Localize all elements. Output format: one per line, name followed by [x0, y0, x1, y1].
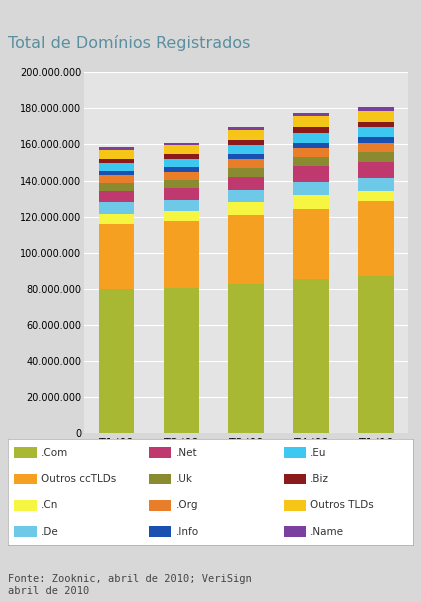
Bar [293, 113, 329, 117]
Bar [149, 526, 171, 537]
Bar [229, 159, 264, 168]
Bar [149, 500, 171, 510]
Bar [164, 179, 199, 188]
Bar [99, 202, 134, 214]
Bar [358, 276, 394, 433]
Bar [293, 195, 329, 209]
Bar [164, 288, 199, 433]
Bar [99, 224, 134, 289]
Bar [14, 474, 37, 484]
Bar [99, 147, 134, 150]
Bar [229, 127, 264, 130]
Bar [229, 284, 264, 433]
Bar [99, 150, 134, 159]
Bar [99, 289, 134, 433]
Bar [14, 500, 37, 510]
Bar [229, 215, 264, 284]
Bar [164, 154, 199, 159]
Bar [358, 191, 394, 201]
Bar [358, 161, 394, 178]
Bar [293, 209, 329, 279]
Text: Fonte: Zooknic, abril de 2010; VeriSign
abril de 2010: Fonte: Zooknic, abril de 2010; VeriSign … [8, 574, 252, 596]
Bar [229, 177, 264, 190]
Text: .Cn: .Cn [41, 500, 58, 510]
Text: .Net: .Net [176, 448, 197, 458]
Bar [164, 188, 199, 200]
Text: .Info: .Info [176, 527, 199, 536]
Bar [149, 474, 171, 484]
Bar [229, 168, 264, 177]
Bar [99, 164, 134, 171]
Text: .Org: .Org [176, 500, 198, 510]
Bar [99, 171, 134, 175]
Bar [293, 143, 329, 148]
Bar [164, 211, 199, 222]
Bar [164, 146, 199, 154]
Bar [358, 137, 394, 143]
Bar [164, 159, 199, 167]
Text: Outros ccTLDs: Outros ccTLDs [41, 474, 116, 484]
Bar [293, 166, 329, 182]
Text: .Uk: .Uk [176, 474, 192, 484]
Bar [99, 175, 134, 183]
Bar [293, 148, 329, 157]
Bar [284, 500, 306, 510]
Bar [293, 116, 329, 127]
Bar [229, 190, 264, 202]
Bar [293, 279, 329, 433]
Text: .Biz: .Biz [310, 474, 329, 484]
Bar [284, 526, 306, 537]
Bar [164, 143, 199, 145]
Bar [164, 222, 199, 288]
Bar [358, 111, 394, 122]
Bar [284, 474, 306, 484]
Bar [229, 146, 264, 154]
Bar [358, 178, 394, 191]
Text: .Name: .Name [310, 527, 344, 536]
Bar [149, 447, 171, 458]
Text: Total de Domínios Registrados: Total de Domínios Registrados [8, 35, 251, 51]
Bar [164, 172, 199, 179]
Bar [358, 107, 394, 111]
Text: .Eu: .Eu [310, 448, 327, 458]
Bar [99, 191, 134, 202]
Bar [99, 159, 134, 163]
Bar [293, 132, 329, 143]
Bar [358, 122, 394, 127]
Bar [358, 143, 394, 152]
Bar [229, 154, 264, 159]
Bar [164, 167, 199, 172]
Bar [358, 128, 394, 137]
Bar [14, 526, 37, 537]
Text: Outros TLDs: Outros TLDs [310, 500, 374, 510]
Bar [293, 157, 329, 166]
Bar [284, 447, 306, 458]
Bar [229, 140, 264, 145]
Bar [229, 202, 264, 215]
Bar [358, 152, 394, 161]
Bar [99, 214, 134, 224]
Bar [358, 201, 394, 276]
Text: .De: .De [41, 527, 59, 536]
Text: .Com: .Com [41, 448, 68, 458]
Bar [293, 127, 329, 132]
Bar [293, 182, 329, 195]
Bar [164, 200, 199, 211]
Bar [14, 447, 37, 458]
Bar [99, 183, 134, 191]
Bar [229, 130, 264, 140]
